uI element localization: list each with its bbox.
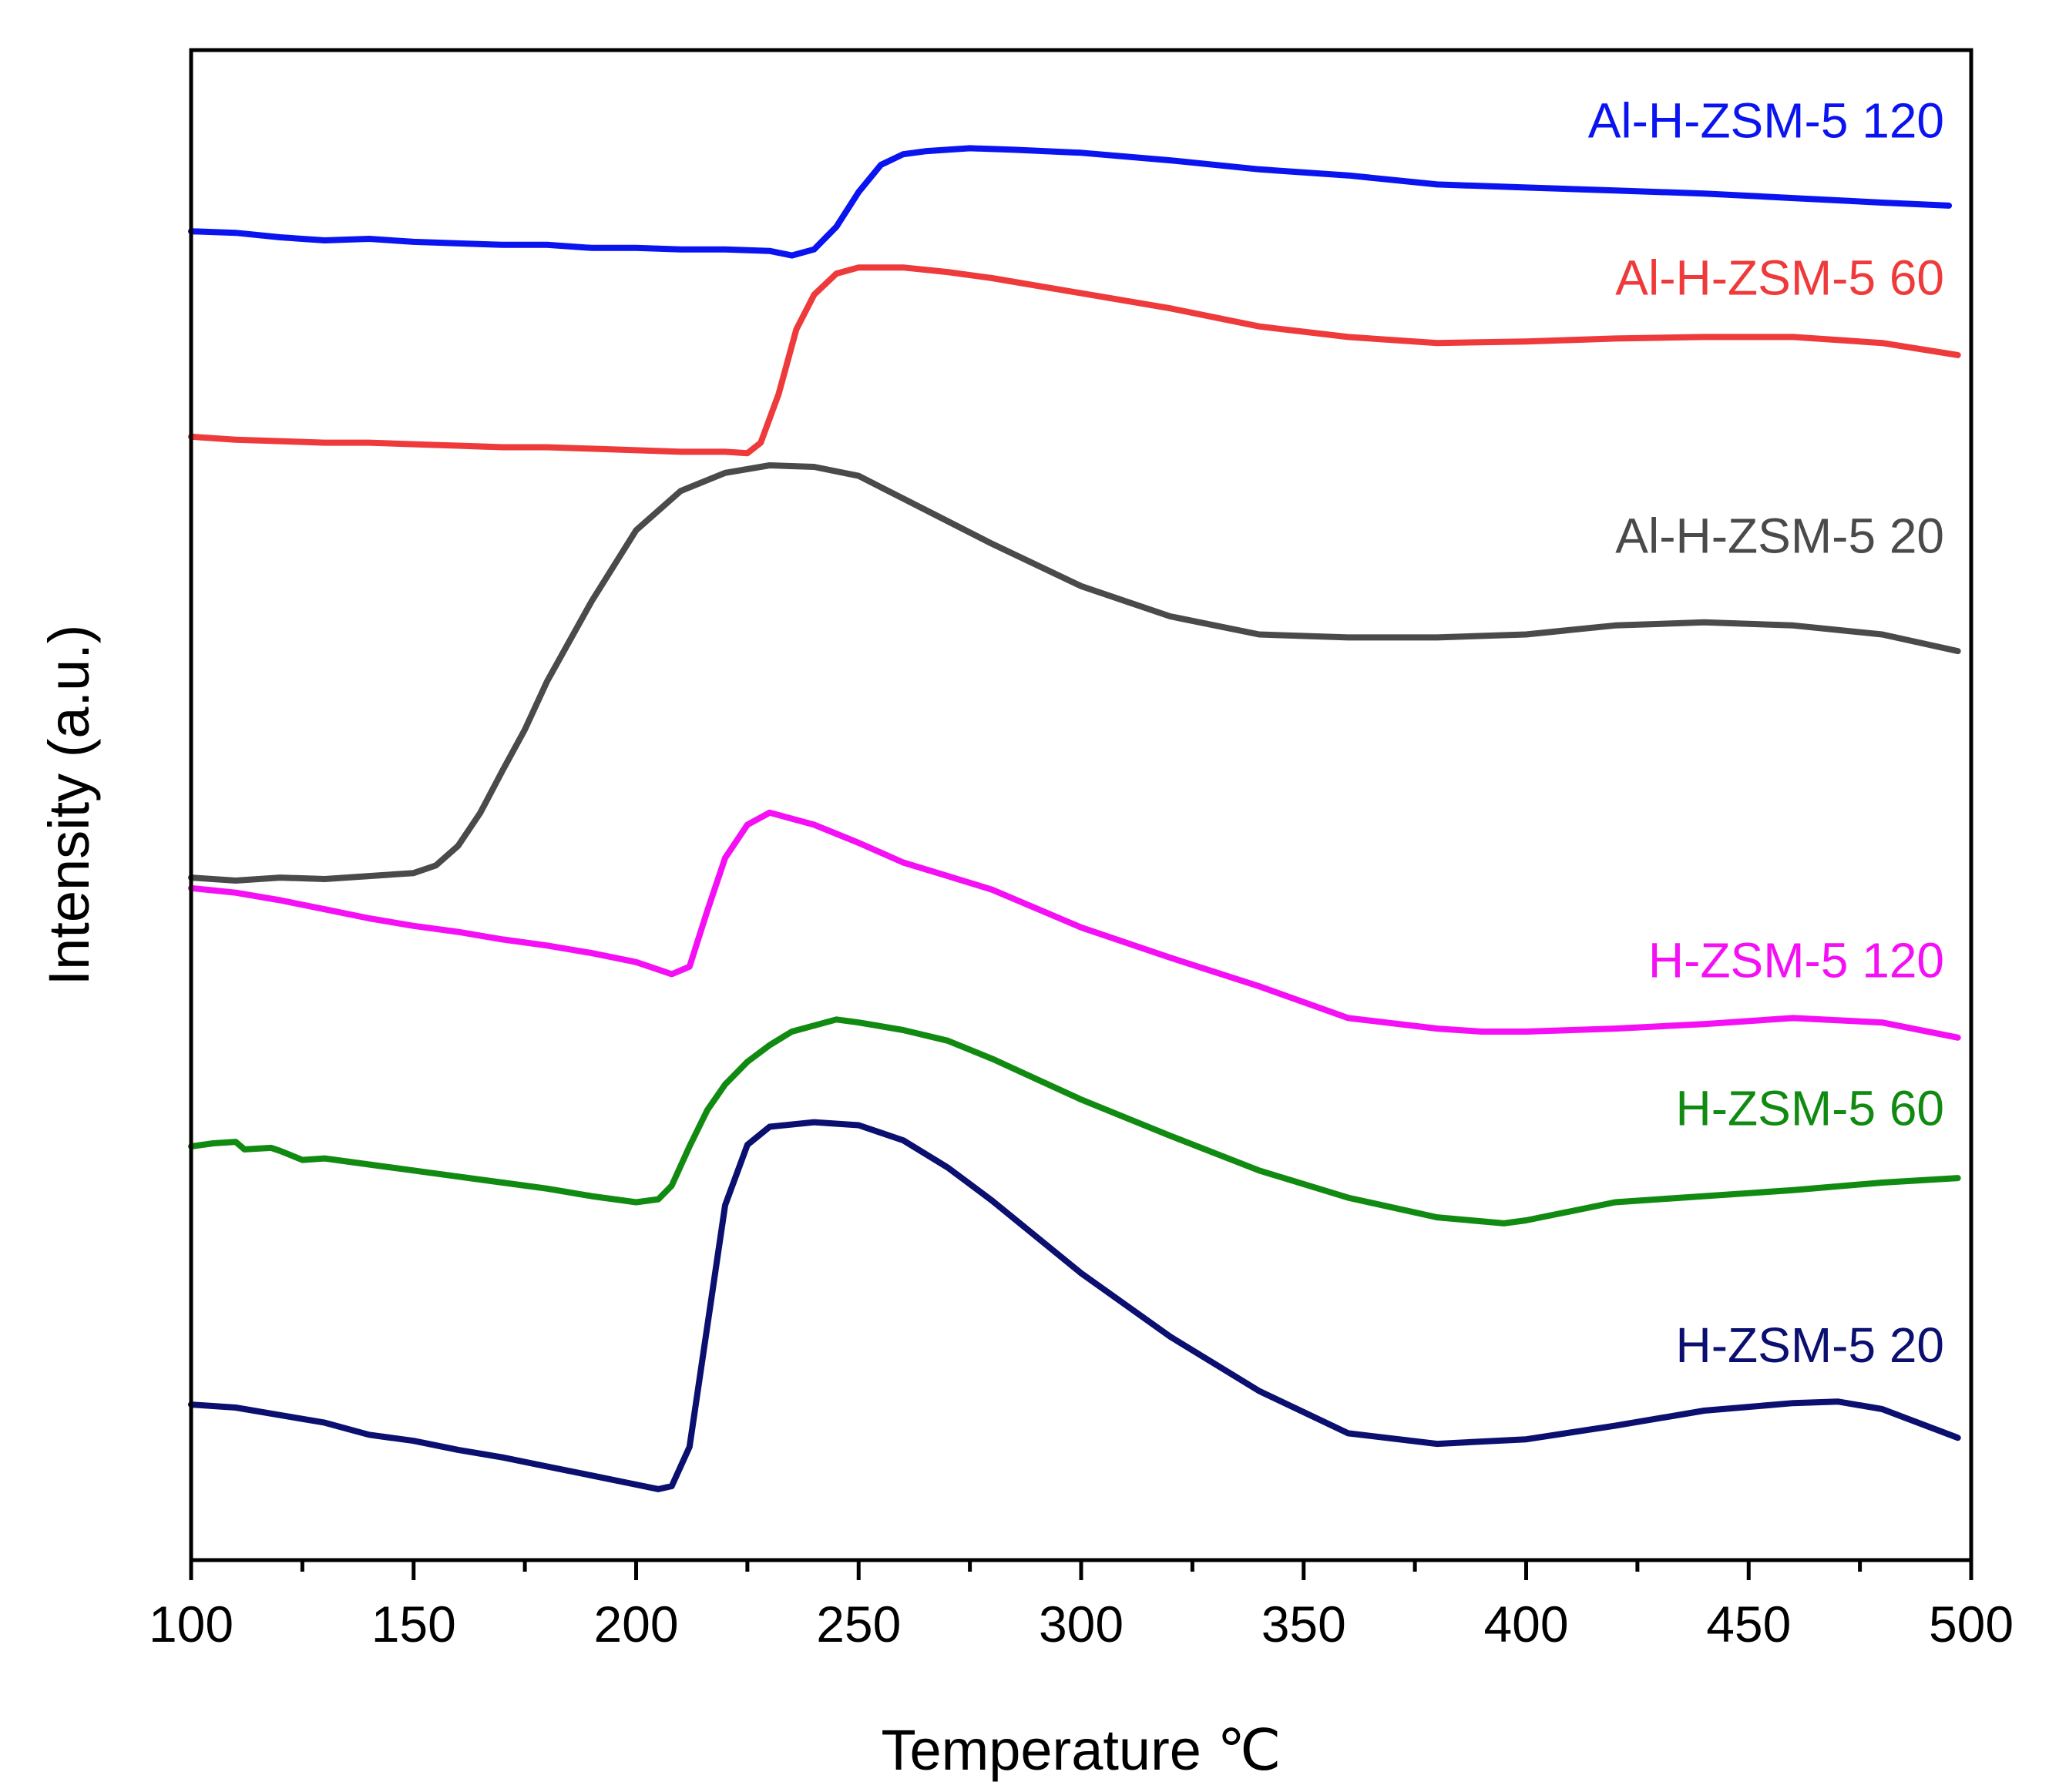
x-tick-label: 250: [816, 1596, 901, 1653]
legend-label: H-ZSM-5 20: [1676, 1317, 1945, 1373]
series-line-2: [188, 264, 1961, 457]
x-tick-label: 500: [1929, 1596, 2014, 1653]
x-tick-label: 150: [371, 1596, 456, 1653]
legend-layer: Al-H-ZSM-5 120 Al-H-ZSM-5 60 Al-H-ZSM-5 20…: [1588, 93, 1944, 1374]
x-tick-label: 100: [149, 1596, 233, 1653]
series-line-3: [188, 462, 1961, 884]
legend-label: Al-H-ZSM-5 20: [1615, 508, 1944, 564]
legend-label: H-ZSM-5 60: [1676, 1081, 1945, 1136]
series-line-1: [188, 145, 1953, 259]
series-layer: [188, 145, 1961, 1492]
legend-label: Al-H-ZSM-5 60: [1615, 250, 1944, 306]
series-line-4: [188, 809, 1961, 1041]
series-line-6: [188, 1119, 1961, 1492]
x-tick-label: 350: [1261, 1596, 1346, 1653]
legend-label: Al-H-ZSM-5 120: [1588, 93, 1944, 149]
x-tick-label: 200: [593, 1596, 678, 1653]
x-axis: 100 150 200 250 300 350 400 450 500: [149, 1560, 2014, 1653]
series-line-5: [188, 1016, 1961, 1227]
x-tick-label: 400: [1483, 1596, 1568, 1653]
legend-label: H-ZSM-5 120: [1648, 932, 1944, 988]
x-axis-title: Temperature ℃: [881, 1718, 1281, 1782]
x-tick-label: 300: [1039, 1596, 1124, 1653]
x-tick-label: 450: [1706, 1596, 1791, 1653]
y-axis-title: Intensity (a.u.): [37, 625, 101, 986]
